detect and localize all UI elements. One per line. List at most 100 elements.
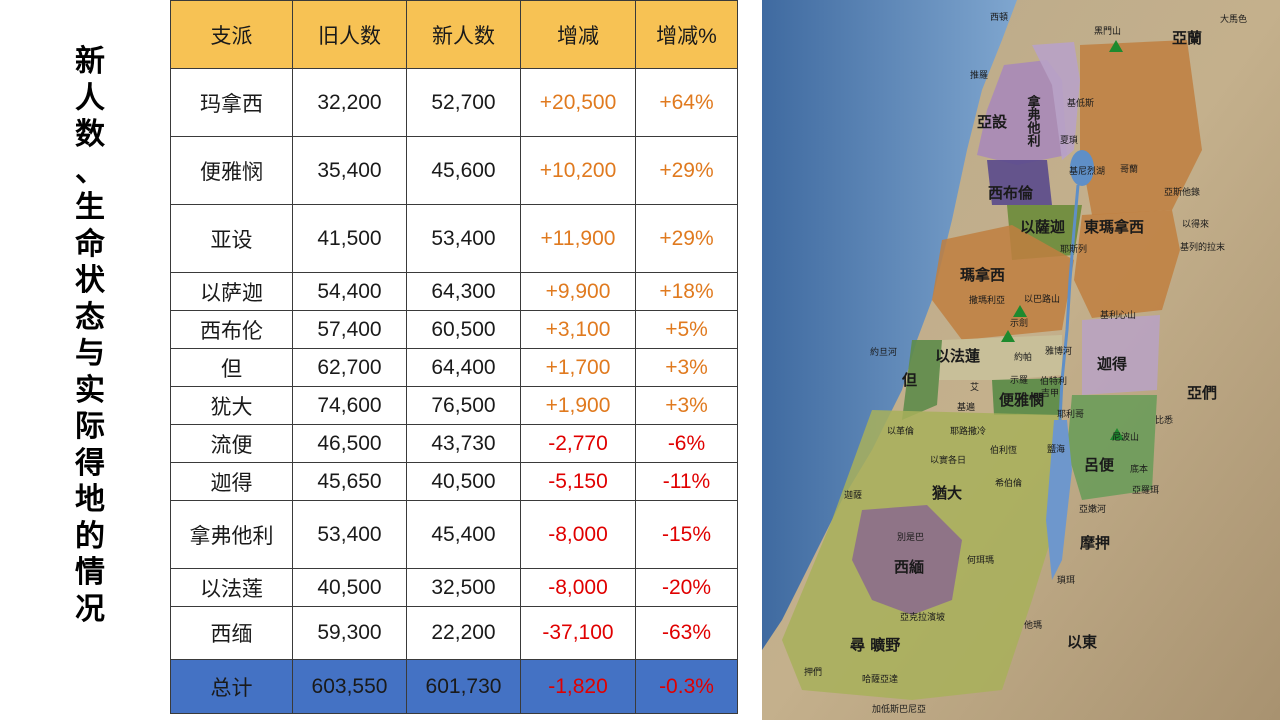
map-region-label: 拿弗他利 [1025, 94, 1042, 148]
title-char: 得 [75, 445, 105, 481]
change-cell: -2,770 [520, 424, 636, 463]
map-place-label: 鹽海 [1047, 443, 1065, 455]
map-place-label: 夏瑣 [1060, 134, 1078, 146]
new-count-cell: 53,400 [406, 204, 521, 273]
table-total-row: 总计 603,550 601,730 -1,820 -0.3% [170, 659, 738, 714]
map-region-label: 猶大 [932, 484, 962, 502]
map-place-label: 哥蘭 [1120, 163, 1138, 175]
map-region-label: 摩押 [1080, 534, 1110, 552]
change-cell: -37,100 [520, 606, 636, 660]
change-cell: -8,000 [520, 500, 636, 569]
region-reuben [1067, 395, 1157, 500]
old-count-cell: 32,200 [292, 68, 407, 137]
title-char: 与 [75, 336, 105, 371]
header-new-count: 新人数 [406, 0, 521, 69]
change-percent-cell: +3% [635, 386, 738, 425]
mountain-hermon-icon [1109, 40, 1123, 52]
vertical-title: 新人数、生命状态与实际得地的情况 [60, 44, 120, 628]
map-place-label: 押們 [804, 666, 822, 678]
total-new-cell: 601,730 [406, 659, 521, 714]
new-count-cell: 22,200 [406, 606, 521, 660]
tribe-table: 支派 旧人数 新人数 增减 增减% 玛拿西 32,200 52,700 +20,500… [170, 0, 738, 714]
tribe-cell: 便雅悯 [170, 136, 293, 205]
region-naphtali [1032, 42, 1080, 160]
map-place-label: 他瑪 [1024, 619, 1042, 631]
title-char: 新 [75, 44, 105, 79]
map-place-label: 瑣珥 [1057, 574, 1075, 586]
map-place-label: 底本 [1130, 463, 1148, 475]
change-percent-cell: +29% [635, 204, 738, 273]
header-tribe: 支派 [170, 0, 293, 69]
map-region-label: 呂便 [1084, 456, 1115, 474]
old-count-cell: 53,400 [292, 500, 407, 569]
old-count-cell: 41,500 [292, 204, 407, 273]
region-simeon [852, 505, 962, 615]
map-region-label: 以法蓮 [935, 347, 980, 365]
map-place-label: 伯特利 [1040, 375, 1067, 387]
new-count-cell: 40,500 [406, 462, 521, 501]
title-char: 生 [75, 190, 105, 225]
map-place-label: 耶路撒冷 [950, 425, 986, 437]
map-place-label: 約帕 [1014, 351, 1032, 363]
title-char: 地 [75, 482, 105, 517]
map-region-label: 亞們 [1187, 384, 1217, 402]
map-place-label: 黑門山 [1094, 26, 1121, 37]
new-count-cell: 64,300 [406, 272, 521, 311]
map-place-label: 以革倫 [887, 425, 914, 437]
mountain-gerizim-icon [1001, 330, 1015, 342]
table-row: 但 62,700 64,400 +1,700 +3% [170, 348, 738, 387]
title-char: 命 [75, 226, 105, 262]
map-region-label: 以東 [1067, 633, 1097, 651]
region-ephraim [937, 335, 1062, 380]
jordan-river [1058, 184, 1080, 421]
map-place-label: 基尼烈湖 [1069, 165, 1105, 177]
table-row: 以法莲 40,500 32,500 -8,000 -20% [170, 568, 738, 607]
title-char: 实 [75, 372, 105, 408]
change-cell: +10,200 [520, 136, 636, 205]
change-percent-cell: -20% [635, 568, 738, 607]
region-benjamin [992, 378, 1062, 415]
change-percent-cell: -63% [635, 606, 738, 660]
map-place-label: 艾 [970, 382, 979, 393]
map-place-label: 亞嫩河 [1079, 503, 1106, 515]
map-region-label: 西布倫 [988, 184, 1034, 202]
total-change-cell: -1,820 [520, 659, 636, 714]
total-percent-cell: -0.3% [635, 659, 738, 714]
title-char: 情 [75, 555, 105, 590]
new-count-cell: 45,600 [406, 136, 521, 205]
tribe-cell: 西布伦 [170, 310, 293, 349]
map-region-label: 便雅憫 [999, 391, 1044, 409]
new-count-cell: 32,500 [406, 568, 521, 607]
title-char: 、 [75, 153, 105, 189]
map-place-label: 推羅 [970, 69, 988, 81]
header-change-percent: 增减% [635, 0, 738, 69]
map-place-label: 以巴路山 [1024, 293, 1060, 305]
change-cell: +1,900 [520, 386, 636, 425]
change-cell: +20,500 [520, 68, 636, 137]
tribe-cell: 亚设 [170, 204, 293, 273]
old-count-cell: 46,500 [292, 424, 407, 463]
map-place-label: 亞克拉濱坡 [900, 611, 945, 623]
map-place-label: 示羅 [1010, 375, 1028, 386]
old-count-cell: 40,500 [292, 568, 407, 607]
table-row: 西布伦 57,400 60,500 +3,100 +5% [170, 310, 738, 349]
change-cell: +1,700 [520, 348, 636, 387]
map-place-label: 希伯倫 [995, 477, 1022, 489]
table-row: 便雅悯 35,400 45,600 +10,200 +29% [170, 136, 738, 205]
title-char: 际 [75, 409, 105, 444]
map-place-label: 伯利恆 [990, 444, 1017, 456]
change-percent-cell: +5% [635, 310, 738, 349]
tribe-cell: 犹大 [170, 386, 293, 425]
title-char: 人 [75, 80, 105, 116]
table-row: 玛拿西 32,200 52,700 +20,500 +64% [170, 68, 738, 137]
table-row: 以萨迦 54,400 64,300 +9,900 +18% [170, 272, 738, 311]
map-place-label: 西頓 [990, 11, 1008, 23]
change-percent-cell: -15% [635, 500, 738, 569]
new-count-cell: 45,400 [406, 500, 521, 569]
region-manasseh-west [932, 225, 1074, 340]
old-count-cell: 35,400 [292, 136, 407, 205]
map-region-label: 亞蘭 [1172, 29, 1202, 47]
table-row: 拿弗他利 53,400 45,400 -8,000 -15% [170, 500, 738, 569]
change-percent-cell: +64% [635, 68, 738, 137]
